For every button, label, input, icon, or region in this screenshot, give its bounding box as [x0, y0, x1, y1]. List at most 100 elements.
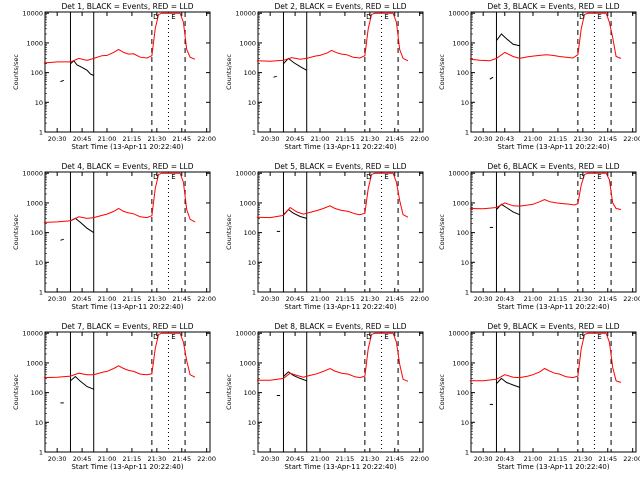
plot-frame — [44, 331, 211, 453]
x-tick-label: 21:30 — [360, 135, 379, 143]
x-tick-label: 21:30 — [573, 135, 592, 143]
plot-title: Det 1, BLACK = Events, RED = LLD — [61, 2, 193, 11]
series-lld-line — [256, 12, 409, 62]
series-lld-line — [469, 172, 622, 210]
y-tick-label: 100 — [31, 229, 43, 237]
interval-marker-d: D — [153, 173, 158, 181]
interval-marker-e: E — [171, 173, 175, 181]
x-tick-label: 20:30 — [48, 455, 67, 463]
interval-marker-d: D — [579, 13, 584, 21]
y-tick-label: 1 — [465, 129, 469, 137]
y-tick-label: 1000 — [452, 199, 469, 207]
x-tick-label: 21:15 — [336, 455, 355, 463]
x-tick-label: 22:00 — [197, 135, 216, 143]
x-tick-label: 21:30 — [360, 295, 379, 303]
interval-marker-d: D — [366, 173, 371, 181]
y-axis-label: Counts/sec — [12, 54, 20, 90]
y-tick-label: 10 — [35, 419, 43, 427]
plot-frame — [44, 11, 211, 133]
series-events-line — [283, 57, 307, 71]
x-tick-label: 21:00 — [98, 455, 117, 463]
y-tick-label: 10000 — [22, 10, 43, 18]
x-tick-label: 21:30 — [360, 455, 379, 463]
x-axis-label: Start Time (13-Apr-11 20:22:40) — [497, 463, 609, 471]
plot-frame — [470, 11, 637, 133]
y-axis-label: Counts/sec — [12, 214, 20, 250]
interval-marker-d: D — [153, 333, 158, 341]
plot-title: Det 4, BLACK = Events, RED = LLD — [61, 162, 193, 171]
x-tick-label: 20:43 — [495, 455, 514, 463]
series-lld-line — [43, 12, 196, 64]
x-tick-label: 21:30 — [147, 295, 166, 303]
y-tick-label: 1000 — [239, 39, 256, 47]
x-tick-label: 22:00 — [410, 295, 429, 303]
x-tick-label: 21:45 — [385, 455, 404, 463]
x-tick-label: 20:30 — [474, 295, 493, 303]
x-axis-label: Start Time (13-Apr-11 20:22:40) — [284, 463, 396, 471]
x-axis-label: Start Time (13-Apr-11 20:22:40) — [497, 143, 609, 151]
x-tick-label: 20:45 — [286, 295, 305, 303]
x-tick-label: 22:00 — [623, 135, 640, 143]
y-axis-label: Counts/sec — [438, 54, 446, 90]
interval-marker-d: D — [579, 333, 584, 341]
x-tick-label: 21:00 — [524, 295, 543, 303]
y-tick-label: 10 — [461, 419, 469, 427]
x-tick-label: 20:30 — [474, 135, 493, 143]
interval-marker-e: E — [597, 13, 601, 21]
y-tick-label: 10 — [461, 259, 469, 267]
x-tick-label: 21:15 — [123, 295, 142, 303]
series-events-line — [70, 375, 94, 390]
series-events-line — [60, 238, 64, 241]
y-tick-label: 10000 — [22, 330, 43, 338]
series-lld-line — [43, 172, 196, 223]
y-tick-label: 100 — [244, 229, 256, 237]
detector-plot-8: Det 8, BLACK = Events, RED = LLD 1 10 100 10… — [225, 322, 429, 471]
interval-marker-e: E — [171, 333, 175, 341]
x-tick-label: 21:00 — [98, 295, 117, 303]
x-tick-label: 20:43 — [495, 295, 514, 303]
y-tick-label: 10000 — [448, 170, 469, 178]
plot-frame — [470, 171, 637, 293]
x-tick-label: 21:30 — [573, 295, 592, 303]
plot-frame — [257, 11, 424, 133]
y-tick-label: 1 — [252, 289, 256, 297]
series-lld-line — [256, 332, 409, 382]
x-tick-label: 22:00 — [197, 295, 216, 303]
x-axis-label: Start Time (13-Apr-11 20:22:40) — [284, 143, 396, 151]
plot-frame — [257, 171, 424, 293]
interval-marker-d: D — [153, 13, 158, 21]
y-tick-label: 1000 — [26, 359, 43, 367]
y-tick-label: 1 — [252, 129, 256, 137]
y-tick-label: 1000 — [239, 359, 256, 367]
y-tick-label: 1000 — [239, 199, 256, 207]
y-tick-label: 10000 — [235, 170, 256, 178]
x-tick-label: 20:30 — [48, 295, 67, 303]
x-tick-label: 21:45 — [172, 455, 191, 463]
detector-plot-7: Det 7, BLACK = Events, RED = LLD 1 10 100 10… — [12, 322, 216, 471]
x-tick-label: 21:45 — [172, 295, 191, 303]
y-tick-label: 1 — [39, 129, 43, 137]
x-tick-label: 20:43 — [495, 135, 514, 143]
x-tick-label: 22:00 — [410, 135, 429, 143]
x-tick-label: 21:30 — [147, 135, 166, 143]
x-tick-label: 22:00 — [623, 455, 640, 463]
y-tick-label: 1 — [252, 449, 256, 457]
interval-marker-e: E — [597, 173, 601, 181]
plot-title: Det 2, BLACK = Events, RED = LLD — [274, 2, 406, 11]
y-tick-label: 1000 — [26, 199, 43, 207]
plot-frame — [44, 171, 211, 293]
x-tick-label: 20:30 — [474, 455, 493, 463]
y-tick-label: 100 — [457, 229, 469, 237]
x-tick-label: 21:00 — [311, 295, 330, 303]
x-tick-label: 20:45 — [286, 135, 305, 143]
y-tick-label: 10 — [35, 259, 43, 267]
y-tick-label: 100 — [31, 389, 43, 397]
x-tick-label: 21:30 — [573, 455, 592, 463]
series-events-line — [70, 60, 94, 76]
x-tick-label: 21:30 — [147, 455, 166, 463]
series-events-line — [283, 371, 307, 382]
series-lld-line — [469, 12, 622, 62]
x-tick-label: 20:30 — [261, 295, 280, 303]
detector-plot-5: Det 5, BLACK = Events, RED = LLD 1 10 100 10… — [225, 162, 429, 311]
